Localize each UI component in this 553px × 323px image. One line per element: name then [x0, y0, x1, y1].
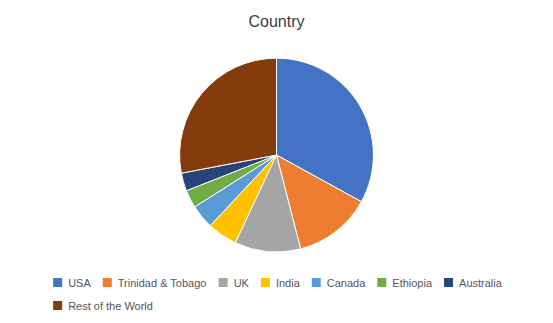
svg-text:India: India: [276, 277, 301, 289]
svg-text:USA: USA: [68, 277, 91, 289]
svg-text:Rest of the World: Rest of the World: [68, 300, 153, 312]
svg-text:Trinidad & Tobago: Trinidad & Tobago: [118, 277, 207, 289]
svg-text:Country: Country: [248, 13, 304, 30]
svg-text:Ethiopia: Ethiopia: [392, 277, 433, 289]
svg-text:Canada: Canada: [327, 277, 366, 289]
svg-text:UK: UK: [234, 277, 250, 289]
svg-text:Australia: Australia: [459, 277, 503, 289]
